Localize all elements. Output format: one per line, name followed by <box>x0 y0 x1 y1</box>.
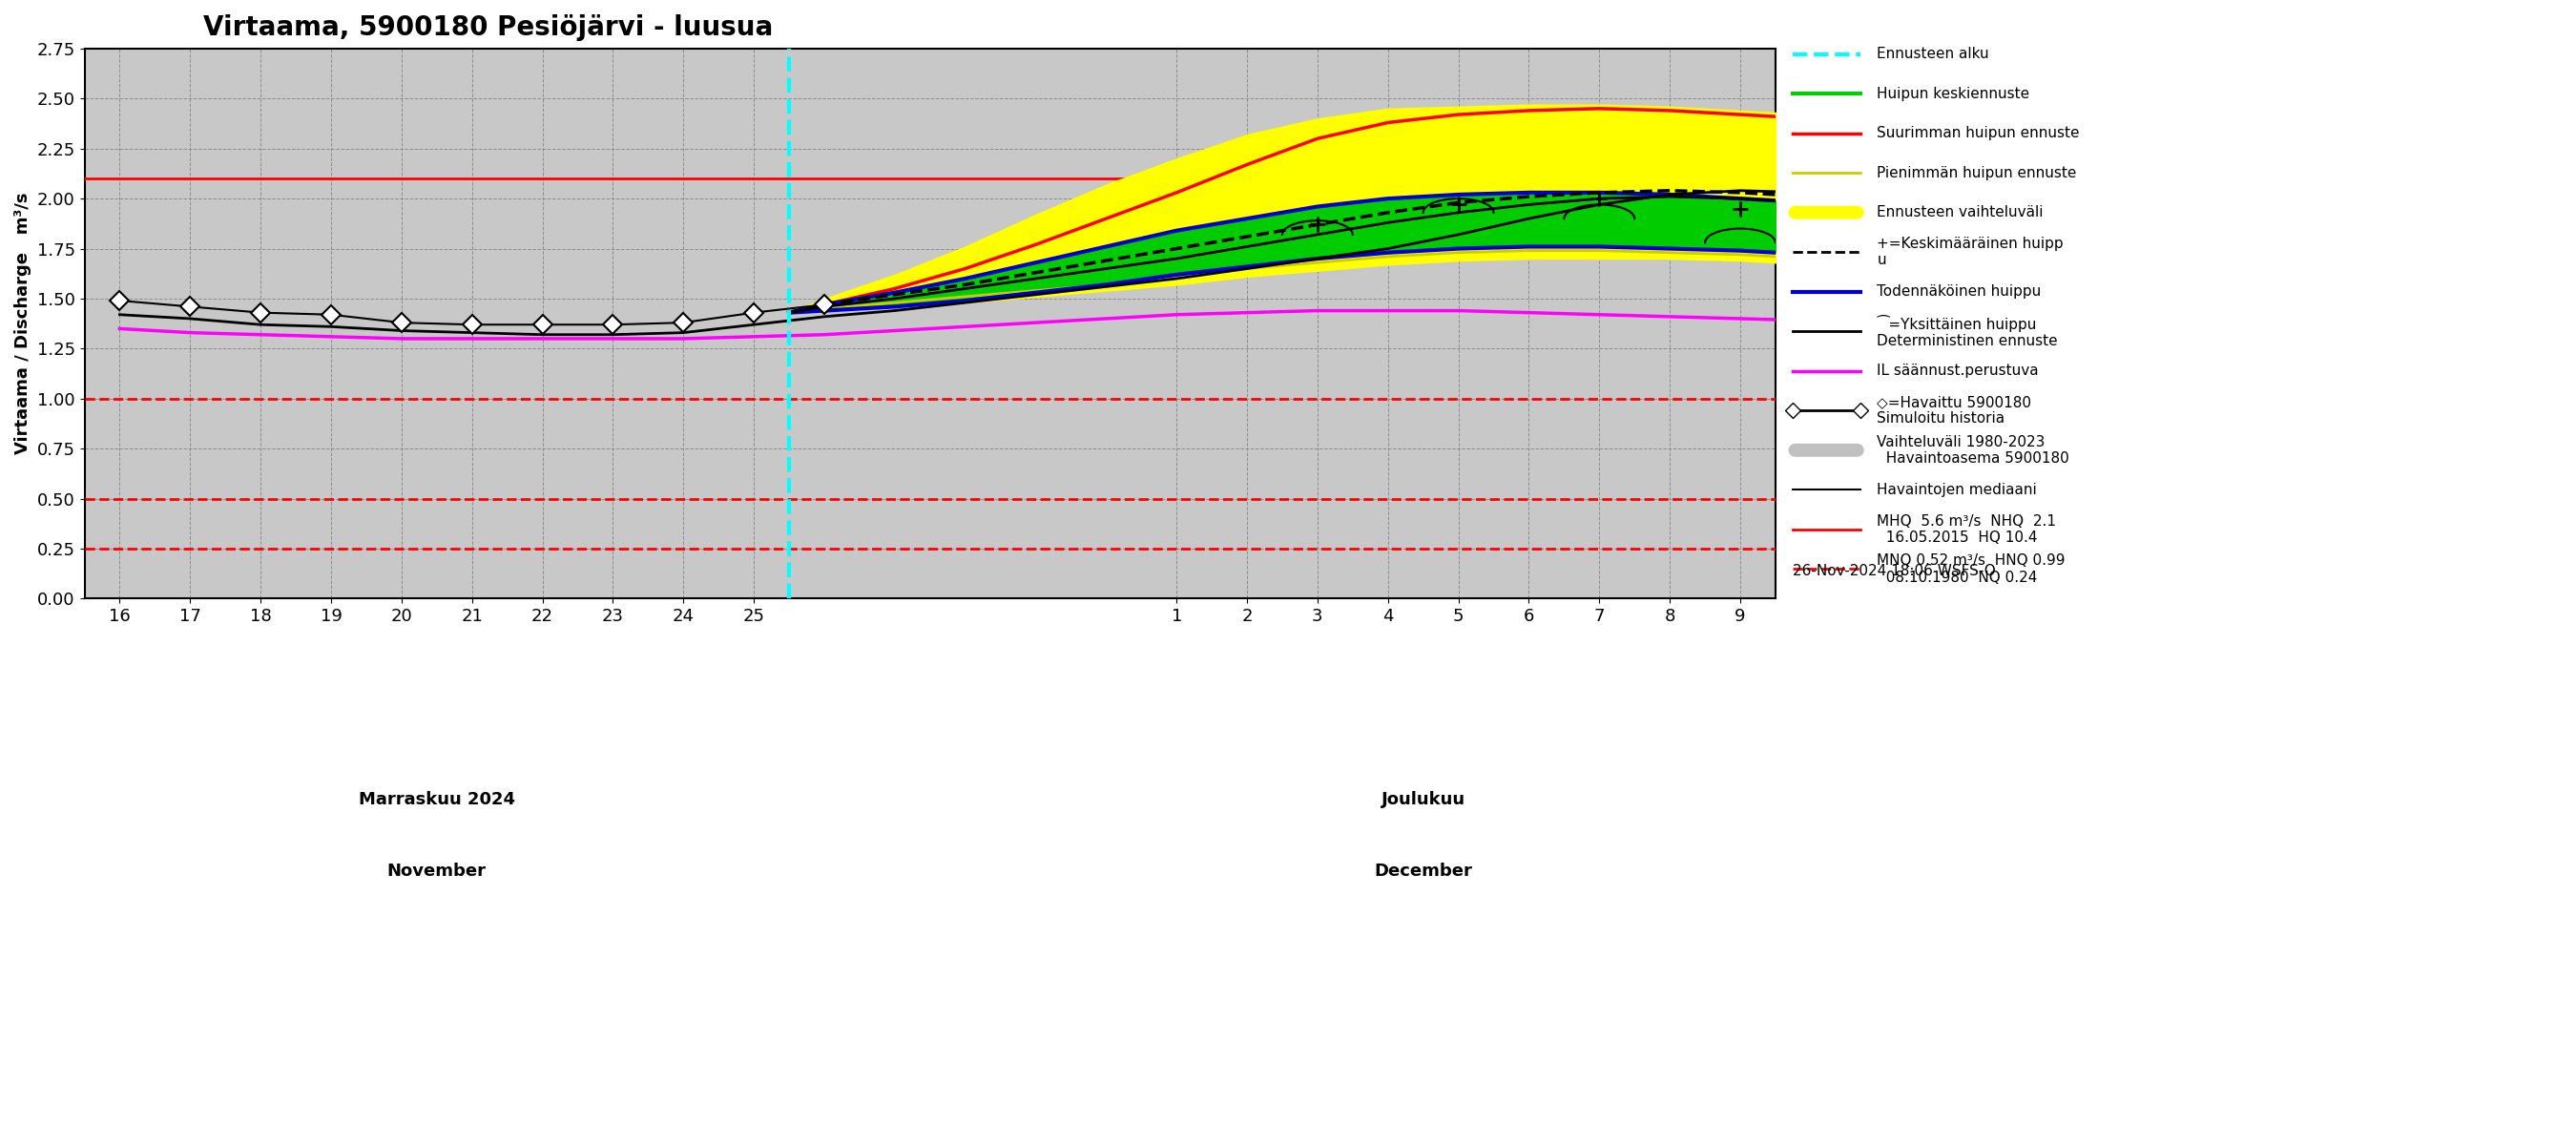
Text: MHQ  5.6 m³/s  NHQ  2.1
  16.05.2015  HQ 10.4: MHQ 5.6 m³/s NHQ 2.1 16.05.2015 HQ 10.4 <box>1878 514 2056 545</box>
Text: IL säännust.perustuva: IL säännust.perustuva <box>1878 364 2038 378</box>
Text: ⁀=Yksittäinen huippu
Deterministinen ennuste: ⁀=Yksittäinen huippu Deterministinen enn… <box>1878 315 2058 348</box>
Text: ◇⁠=Havaittu 5900180
Simuloitu historia: ◇⁠=Havaittu 5900180 Simuloitu historia <box>1878 395 2032 426</box>
Text: Pienimmän huipun ennuste: Pienimmän huipun ennuste <box>1878 166 2076 180</box>
Text: Suurimman huipun ennuste: Suurimman huipun ennuste <box>1878 126 2079 141</box>
Text: Ennusteen alku: Ennusteen alku <box>1878 47 1989 61</box>
Text: Marraskuu 2024: Marraskuu 2024 <box>358 791 515 808</box>
Text: MNQ 0.52 m³/s  HNQ 0.99
  08.10.1980  NQ 0.24: MNQ 0.52 m³/s HNQ 0.99 08.10.1980 NQ 0.2… <box>1878 553 2066 584</box>
Text: Todennäköinen huippu: Todennäköinen huippu <box>1878 285 2040 299</box>
Text: 26-Nov-2024 18:06 WSFS-O: 26-Nov-2024 18:06 WSFS-O <box>1793 564 1996 578</box>
Text: November: November <box>386 863 487 881</box>
Text: +⁠=Keskimääräinen huipp
u: +⁠=Keskimääräinen huipp u <box>1878 237 2063 268</box>
Y-axis label: Virtaama / Discharge   m³/s: Virtaama / Discharge m³/s <box>15 192 31 455</box>
Text: Havaintojen mediaani: Havaintojen mediaani <box>1878 483 2038 497</box>
Text: Vaihteluväli 1980-2023
  Havaintoasema 5900180: Vaihteluväli 1980-2023 Havaintoasema 590… <box>1878 435 2069 466</box>
Text: Huipun keskiennuste: Huipun keskiennuste <box>1878 87 2030 101</box>
Text: Ennusteen vaihteluväli: Ennusteen vaihteluväli <box>1878 205 2043 220</box>
Text: Virtaama, 5900180 Pesiöjärvi - luusua: Virtaama, 5900180 Pesiöjärvi - luusua <box>204 14 773 41</box>
Text: December: December <box>1373 863 1473 881</box>
Text: Joulukuu: Joulukuu <box>1381 791 1466 808</box>
